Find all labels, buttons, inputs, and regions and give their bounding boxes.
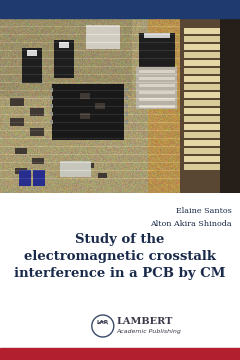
Text: LAMBERT: LAMBERT bbox=[117, 318, 173, 327]
Bar bbox=[0, 348, 240, 360]
Text: Alton Akira Shinoda: Alton Akira Shinoda bbox=[150, 220, 232, 228]
Text: LAP: LAP bbox=[97, 320, 109, 324]
Text: Academic Publishing: Academic Publishing bbox=[117, 328, 182, 333]
Text: Study of the
electromagnetic crosstalk
interference in a PCB by CM: Study of the electromagnetic crosstalk i… bbox=[14, 233, 226, 280]
Text: Elaine Santos: Elaine Santos bbox=[176, 207, 232, 215]
Bar bbox=[0, 0, 240, 18]
